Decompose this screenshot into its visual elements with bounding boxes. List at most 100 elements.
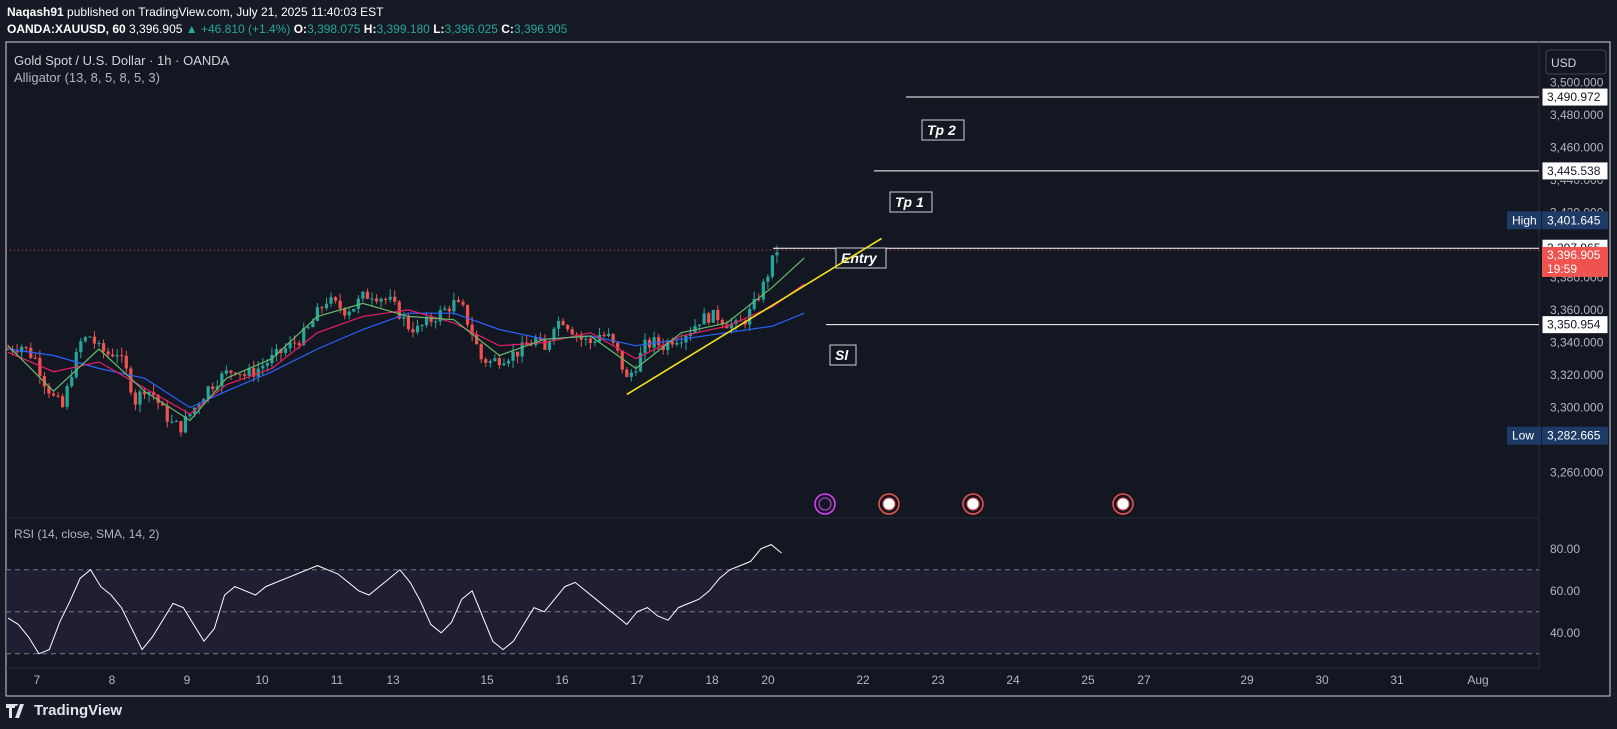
- level-tag-text: Entry: [841, 250, 878, 266]
- candle-body: [716, 309, 720, 321]
- rsi-tick-label: 60.00: [1550, 584, 1580, 598]
- candle-body: [657, 337, 661, 346]
- close-label: C:: [501, 22, 514, 36]
- candle-body: [106, 351, 110, 355]
- y-tick-label: 3,500.000: [1550, 75, 1604, 89]
- candle-body: [365, 291, 370, 299]
- x-tick-label: 16: [555, 673, 569, 687]
- candle-body: [133, 392, 137, 405]
- x-tick-label: 11: [331, 673, 344, 687]
- high-label-bg: [1507, 211, 1541, 230]
- candle-body: [406, 316, 410, 330]
- candle-body: [47, 386, 51, 394]
- candle-body: [443, 308, 447, 311]
- chart-title: Gold Spot / U.S. Dollar · 1h · OANDA: [14, 53, 230, 68]
- low-label-bg: [1507, 426, 1541, 445]
- candle-body: [593, 341, 597, 343]
- currency-button-bg: [1545, 49, 1607, 75]
- candle-body: [274, 349, 279, 355]
- candle-body: [215, 386, 219, 389]
- publish-line: Naqash91 published on TradingView.com, J…: [7, 4, 567, 21]
- candle-body: [752, 298, 756, 310]
- level-tag-box: [921, 119, 965, 141]
- tradingview-logo[interactable]: TradingView: [6, 702, 122, 719]
- currency-button[interactable]: USD: [1545, 49, 1607, 75]
- candle-body: [101, 343, 106, 352]
- candle-body: [297, 343, 301, 346]
- level-price-tag: 3,350.954: [1541, 315, 1609, 335]
- footer-brand: TradingView: [34, 702, 123, 719]
- candle-body: [111, 354, 115, 357]
- candle-body: [370, 298, 374, 300]
- candle-body: [679, 342, 683, 344]
- us-flag-event-icon: [878, 493, 900, 515]
- event-icon-ring: [814, 493, 836, 515]
- x-tick-label: 22: [856, 673, 870, 687]
- y-tick-label: 3,480.000: [1550, 108, 1604, 122]
- y-tick-label: 3,360.000: [1550, 303, 1604, 317]
- x-tick-label: 9: [184, 673, 191, 687]
- candle-body: [529, 344, 533, 346]
- level-tag-box: [889, 191, 933, 213]
- indicator-label[interactable]: Alligator (13, 8, 5, 8, 5, 3): [14, 70, 160, 85]
- x-tick-label: 23: [931, 673, 945, 687]
- tradingview-icon: [6, 703, 24, 718]
- candle-body: [24, 346, 28, 348]
- candle-body: [584, 338, 588, 340]
- candle-body: [547, 340, 552, 350]
- publish-header: Naqash91 published on TradingView.com, J…: [7, 4, 567, 38]
- bar-countdown-text: 19:59: [1547, 262, 1577, 276]
- candle-body: [579, 335, 583, 340]
- candle-body: [775, 252, 779, 256]
- current-price-tag-bg: [1542, 246, 1608, 277]
- level-price-tag-text: 3,350.954: [1547, 318, 1601, 332]
- candle-body: [306, 327, 310, 329]
- candle-body: [38, 357, 42, 376]
- candle-body: [20, 346, 24, 353]
- candle-body: [379, 298, 383, 302]
- candle-body: [634, 371, 638, 373]
- candle-body: [356, 298, 360, 309]
- candle-body: [147, 391, 151, 395]
- candle-body: [552, 328, 556, 341]
- candle-body: [29, 347, 33, 358]
- trendline: [626, 237, 883, 396]
- candle-body: [165, 405, 169, 422]
- candle-body: [142, 391, 147, 395]
- candle-body: [770, 255, 774, 277]
- candle-body: [352, 308, 356, 312]
- x-tick-label: 13: [386, 673, 400, 687]
- candle-body: [33, 357, 37, 359]
- candle-body: [470, 324, 474, 335]
- candle-body: [238, 373, 242, 375]
- candle-body: [620, 350, 624, 370]
- symbol-label: OANDA:XAUUSD, 60: [7, 22, 126, 36]
- candle-body: [707, 313, 711, 323]
- price-labels-layer: 3,490.9723,445.5383,397.9653,350.954High…: [1507, 87, 1609, 445]
- candle-body: [315, 307, 319, 321]
- candle-body: [302, 327, 306, 346]
- candle-body: [502, 363, 506, 366]
- x-tick-label: 8: [109, 673, 116, 687]
- high-price-tag: 3,401.645: [1542, 211, 1608, 230]
- us-flag-event-icon: [962, 493, 984, 515]
- candle-body: [452, 300, 456, 312]
- level-price-tag-text: 3,445.538: [1547, 164, 1601, 178]
- candle-body: [61, 396, 65, 407]
- level-tag-text: Sl: [835, 347, 849, 363]
- x-tick-label: Aug: [1467, 673, 1488, 687]
- candle-body: [611, 333, 615, 343]
- level-price-tag-bg: [1541, 87, 1609, 107]
- candle-body: [247, 368, 251, 376]
- author-name[interactable]: Naqash91: [7, 5, 64, 19]
- candle-body: [488, 361, 492, 363]
- candle-body: [115, 355, 119, 357]
- last-price: 3,396.905: [129, 22, 183, 36]
- rsi-tick-label: 80.00: [1550, 542, 1580, 556]
- level-tag-text: Tp 1: [895, 194, 924, 210]
- x-tick-label: 31: [1390, 673, 1404, 687]
- candle-body: [766, 276, 770, 282]
- level-price-tag: 3,445.538: [1541, 161, 1609, 181]
- rsi-label[interactable]: RSI (14, close, SMA, 14, 2): [14, 527, 159, 541]
